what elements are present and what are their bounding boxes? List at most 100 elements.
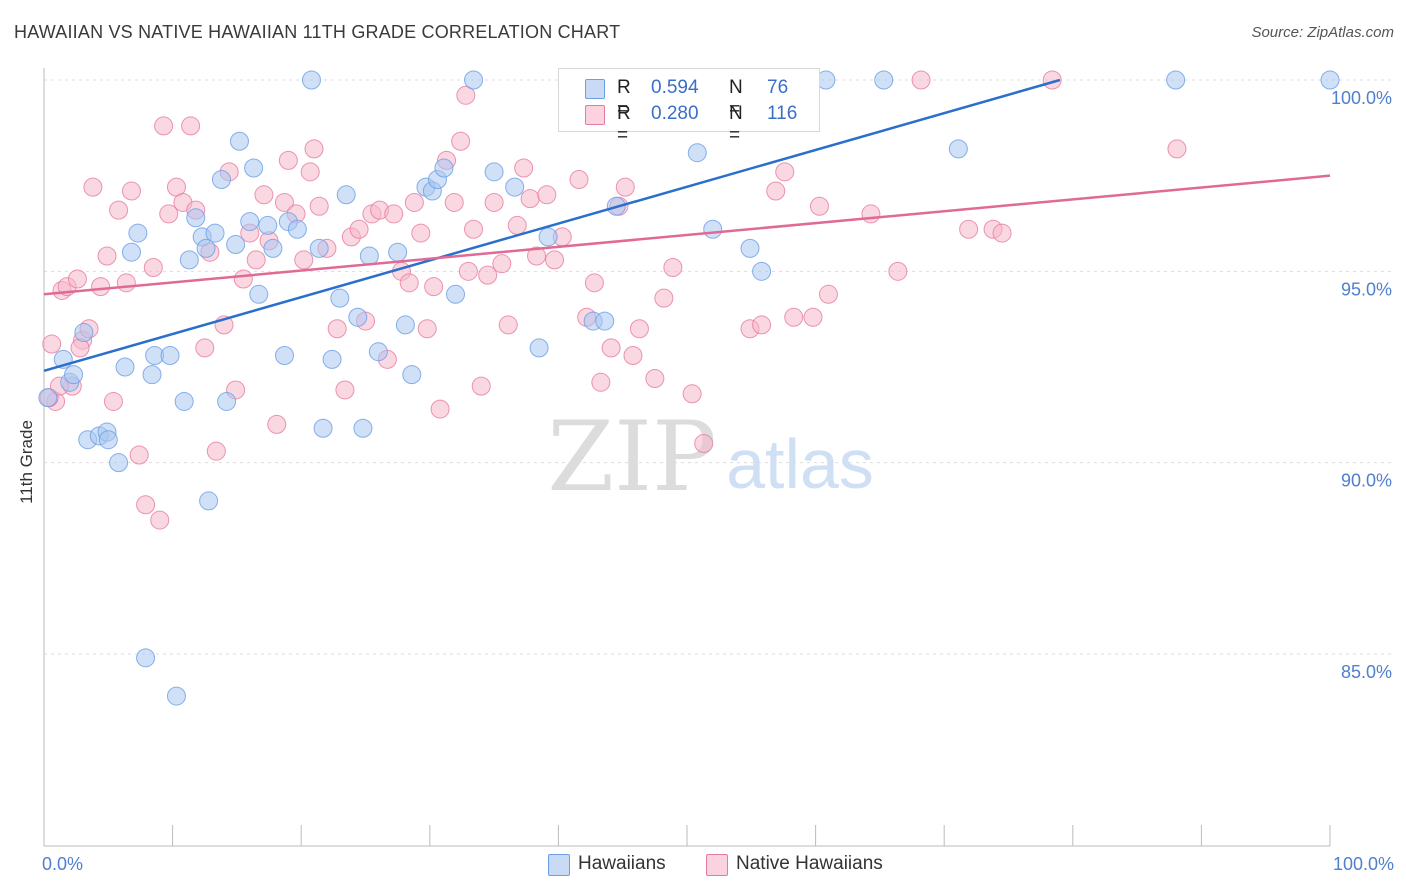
native-hawaiians-point bbox=[809, 196, 829, 216]
hawaiians-point bbox=[229, 131, 249, 151]
hawaiians-point bbox=[368, 342, 388, 362]
native-hawaiians-point bbox=[430, 399, 450, 419]
y-tick-label: 95.0% bbox=[1341, 279, 1392, 299]
hawaiians-point bbox=[740, 238, 760, 258]
hawaiians-point bbox=[109, 453, 129, 473]
native-hawaiians-point bbox=[654, 288, 674, 308]
native-hawaiians-point bbox=[682, 384, 702, 404]
native-hawaiians-point bbox=[404, 192, 424, 212]
y-tick-label: 100.0% bbox=[1331, 88, 1392, 108]
hawaiians-point bbox=[529, 338, 549, 358]
native-hawaiians-point bbox=[116, 273, 136, 293]
hawaiians-point bbox=[752, 261, 772, 281]
hawaiians-point bbox=[121, 242, 141, 262]
watermark-atlas: atlas bbox=[726, 425, 874, 503]
native-hawaiians-point bbox=[492, 254, 512, 274]
legend-swatch-blue bbox=[585, 79, 605, 99]
hawaiians-point bbox=[249, 284, 269, 304]
hawaiians-point bbox=[388, 242, 408, 262]
hawaiians-point bbox=[348, 307, 368, 327]
y-tick-label: 90.0% bbox=[1341, 471, 1392, 491]
axes bbox=[43, 68, 1331, 847]
native-hawaiians-point bbox=[327, 319, 347, 339]
hawaiians-point bbox=[174, 391, 194, 411]
hawaiians-point bbox=[211, 169, 231, 189]
hawaiians-point bbox=[402, 365, 422, 385]
native-hawaiians-point bbox=[545, 250, 565, 270]
stats-legend: R = 0.594 N = 76 R = 0.280 N = 116 bbox=[558, 68, 820, 146]
native-hawaiians-point bbox=[103, 391, 123, 411]
native-hawaiians-point bbox=[300, 162, 320, 182]
native-hawaiians-point bbox=[775, 162, 795, 182]
native-hawaiians-point bbox=[67, 269, 87, 289]
native-hawaiians-point bbox=[471, 376, 491, 396]
hawaiians-point bbox=[595, 311, 615, 331]
native-hawaiians-point bbox=[861, 204, 881, 224]
native-hawaiians-point bbox=[888, 261, 908, 281]
chart-title: HAWAIIAN VS NATIVE HAWAIIAN 11TH GRADE C… bbox=[14, 22, 621, 42]
hawaiians-point bbox=[196, 238, 216, 258]
hawaiians-point bbox=[874, 70, 894, 90]
hawaiians-point bbox=[142, 365, 162, 385]
hawaiians-point bbox=[287, 219, 307, 239]
hawaiians-point bbox=[464, 70, 484, 90]
native-hawaiians-point bbox=[195, 338, 215, 358]
hawaiians-trend-line bbox=[43, 78, 1061, 373]
native-hawaiians-point bbox=[278, 150, 298, 170]
native-hawaiians-point bbox=[294, 250, 314, 270]
series-legend: Hawaiians Native Hawaiians bbox=[0, 852, 1406, 878]
hawaiians-point bbox=[263, 238, 283, 258]
legend-swatch-pink bbox=[706, 854, 728, 876]
hawaiians-point bbox=[38, 388, 58, 408]
n-value: 116 bbox=[767, 103, 798, 124]
hawaiians-point bbox=[205, 223, 225, 243]
native-hawaiians-point bbox=[615, 177, 635, 197]
native-hawaiians-point bbox=[83, 177, 103, 197]
native-hawaiians-point bbox=[498, 315, 518, 335]
native-hawaiians-point bbox=[458, 261, 478, 281]
hawaiians-point bbox=[687, 143, 707, 163]
native-hawaiians-point bbox=[424, 277, 444, 297]
y-tick-label: 85.0% bbox=[1341, 662, 1392, 682]
hawaiians-point bbox=[309, 238, 329, 258]
native-hawaiians-point bbox=[456, 85, 476, 105]
hawaiians-point bbox=[330, 288, 350, 308]
native-hawaiians-point bbox=[663, 258, 683, 278]
native-hawaiians-point bbox=[206, 441, 226, 461]
r-value: 0.280 bbox=[651, 103, 699, 124]
legend-label: Native Hawaiians bbox=[736, 853, 883, 874]
native-hawaiians-point bbox=[274, 192, 294, 212]
native-hawaiians-point bbox=[349, 219, 369, 239]
hawaiians-point bbox=[434, 158, 454, 178]
native-hawaiians-point bbox=[267, 414, 287, 434]
hawaiians-point bbox=[336, 185, 356, 205]
hawaiians-point bbox=[226, 235, 246, 255]
native-hawaiians-point bbox=[304, 139, 324, 159]
native-hawaiians-point bbox=[143, 258, 163, 278]
hawaiians-point bbox=[115, 357, 135, 377]
native-hawaiians-point bbox=[520, 189, 540, 209]
native-hawaiians-point bbox=[507, 215, 527, 235]
hawaiians-point bbox=[322, 349, 342, 369]
native-hawaiians-point bbox=[121, 181, 141, 201]
hawaiians-point bbox=[217, 391, 237, 411]
hawaiians-point bbox=[703, 219, 723, 239]
native-hawaiians-point bbox=[136, 495, 156, 515]
watermark-zip: ZIP bbox=[547, 401, 716, 513]
hawaiians-point bbox=[98, 430, 118, 450]
native-hawaiians-point bbox=[417, 319, 437, 339]
native-hawaiians-point bbox=[629, 319, 649, 339]
native-hawaiians-point bbox=[91, 277, 111, 297]
native-hawaiians-point bbox=[97, 246, 117, 266]
legend-label: Hawaiians bbox=[578, 853, 666, 874]
hawaiians-point bbox=[301, 70, 321, 90]
native-hawaiians-point bbox=[42, 334, 62, 354]
native-hawaiians-point bbox=[464, 219, 484, 239]
native-hawaiians-point bbox=[478, 265, 498, 285]
native-hawaiians-point bbox=[537, 185, 557, 205]
hawaiians-point bbox=[186, 208, 206, 228]
watermark: ZIP atlas bbox=[547, 401, 874, 513]
native-hawaiians-point bbox=[591, 372, 611, 392]
native-hawaiians-point bbox=[399, 273, 419, 293]
